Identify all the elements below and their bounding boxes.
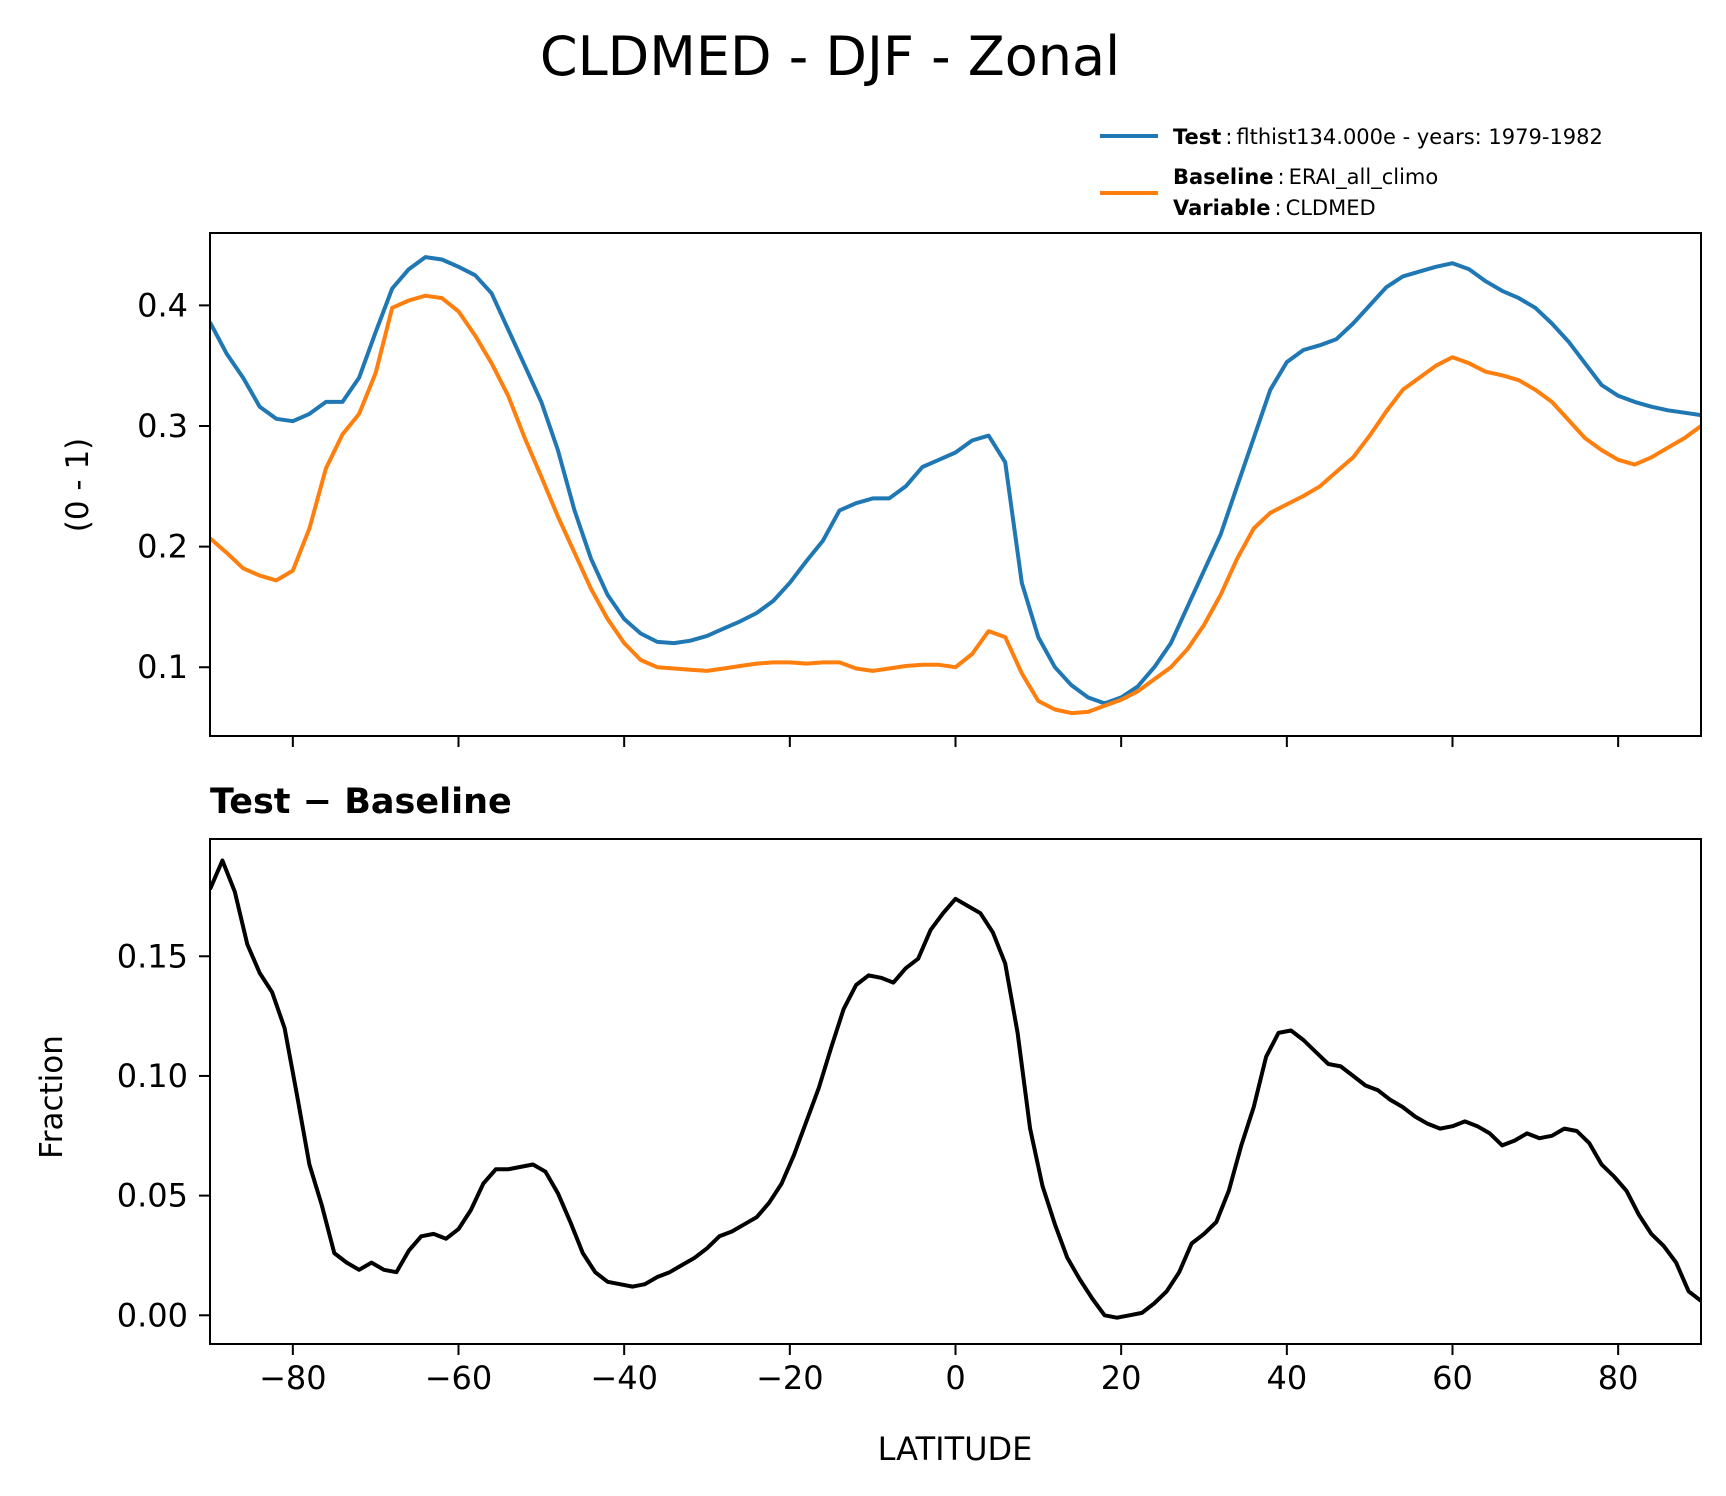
top-yticks: 0.1 0.2 0.3 0.4 bbox=[137, 286, 210, 686]
top-y-axis-label: (0 - 1) bbox=[60, 438, 96, 533]
bottom-y-axis-label: Fraction bbox=[34, 1035, 70, 1159]
legend-test-entry: Test: flthist134.000e - years: 1979-1982 bbox=[1173, 125, 1603, 149]
top-panel: 0.1 0.2 0.3 0.4 (0 - 1) bbox=[60, 232, 1702, 747]
bottom-panel-title: Test − Baseline bbox=[210, 782, 512, 822]
legend-baseline-value: ERAI_all_climo bbox=[1289, 165, 1439, 190]
bottom-series-layer bbox=[210, 858, 1701, 1320]
bottom-yticks: 0.00 0.05 0.10 0.15 bbox=[117, 937, 210, 1334]
top-ytick-label: 0.2 bbox=[137, 528, 188, 566]
bottom-xtick-label: 60 bbox=[1432, 1359, 1473, 1397]
legend-baseline-sep: : bbox=[1278, 165, 1285, 189]
legend-variable-key: Variable bbox=[1173, 196, 1270, 220]
legend-variable-sep: : bbox=[1274, 196, 1281, 220]
bottom-series-test-baseline bbox=[210, 858, 1701, 1320]
top-ytick-label: 0.1 bbox=[137, 648, 188, 686]
bottom-xtick-label: −40 bbox=[590, 1359, 658, 1397]
legend-test-key: Test bbox=[1173, 125, 1221, 149]
figure-title: CLDMED - DJF - Zonal bbox=[540, 25, 1120, 88]
bottom-ytick-label: 0.05 bbox=[117, 1177, 188, 1215]
legend: Test: flthist134.000e - years: 1979-1982 … bbox=[1100, 125, 1603, 220]
bottom-ytick-label: 0.15 bbox=[117, 937, 188, 975]
bottom-xtick-label: −80 bbox=[259, 1359, 327, 1397]
bottom-ytick-label: 0.10 bbox=[117, 1057, 188, 1095]
bottom-xticks: −80 −60 −40 −20 0 20 40 60 80 bbox=[259, 1344, 1639, 1397]
bottom-xtick-label: 20 bbox=[1101, 1359, 1142, 1397]
bottom-xtick-label: 40 bbox=[1266, 1359, 1307, 1397]
legend-baseline-key: Baseline bbox=[1173, 165, 1274, 189]
legend-variable-entry: Variable: CLDMED bbox=[1173, 196, 1376, 220]
bottom-xtick-label: −20 bbox=[756, 1359, 824, 1397]
legend-variable-value: CLDMED bbox=[1286, 196, 1376, 220]
bottom-ytick-label: 0.00 bbox=[117, 1296, 188, 1334]
bottom-panel: Test − Baseline −80 −60 −40 −20 0 20 40 60 80 0.… bbox=[34, 782, 1702, 1468]
x-axis-label: LATITUDE bbox=[878, 1430, 1033, 1468]
top-xticks bbox=[291, 736, 1620, 747]
bottom-xtick-label: −60 bbox=[425, 1359, 493, 1397]
top-series-layer bbox=[210, 255, 1701, 716]
top-ytick-label: 0.3 bbox=[137, 407, 188, 445]
top-series-baseline bbox=[210, 293, 1701, 716]
bottom-xtick-label: 80 bbox=[1598, 1359, 1639, 1397]
legend-test-value: flthist134.000e - years: 1979-1982 bbox=[1236, 125, 1602, 149]
bottom-xtick-label: 0 bbox=[945, 1359, 965, 1397]
top-series-test bbox=[210, 255, 1701, 706]
legend-test-sep: : bbox=[1225, 125, 1232, 149]
legend-baseline-entry: Baseline: ERAI_all_climo bbox=[1173, 165, 1438, 190]
top-ytick-label: 0.4 bbox=[137, 286, 188, 324]
